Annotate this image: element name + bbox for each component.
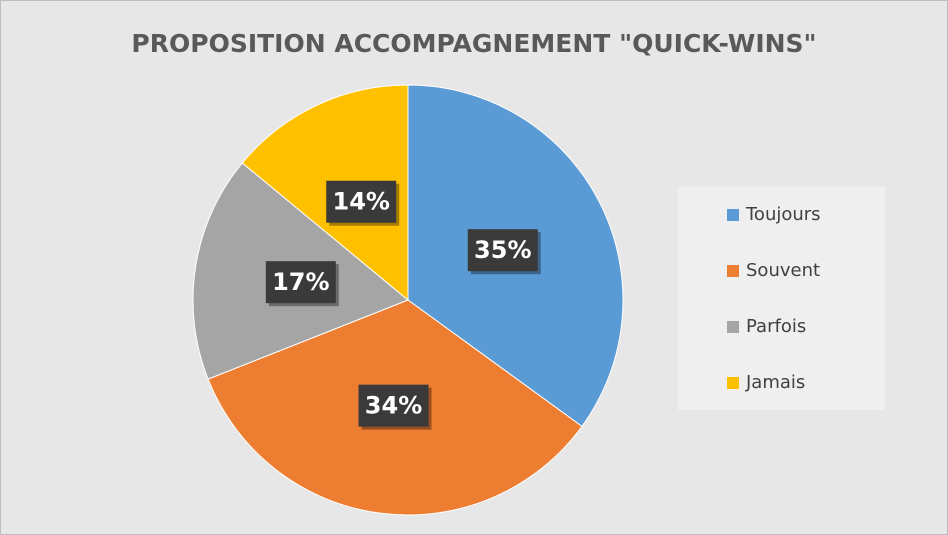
data-label: 17% — [272, 268, 329, 296]
data-label-box — [358, 384, 429, 427]
data-label-box — [326, 180, 397, 223]
data-label: 35% — [474, 236, 531, 264]
legend-swatch — [727, 209, 739, 221]
legend-swatch — [727, 377, 739, 389]
data-label-box — [265, 261, 336, 304]
legend-box — [678, 187, 885, 410]
legend-label: Parfois — [746, 316, 806, 337]
data-label: 14% — [333, 188, 390, 216]
legend-label: Jamais — [745, 372, 805, 393]
legend-label: Souvent — [746, 260, 820, 281]
chart-title: PROPOSITION ACCOMPAGNEMENT "QUICK-WINS" — [131, 29, 816, 58]
data-label: 34% — [365, 392, 422, 420]
data-label-box — [467, 229, 538, 272]
legend-swatch — [727, 321, 739, 333]
legend-label: Toujours — [745, 204, 821, 225]
legend-swatch — [727, 265, 739, 277]
pie-slice — [241, 84, 409, 302]
